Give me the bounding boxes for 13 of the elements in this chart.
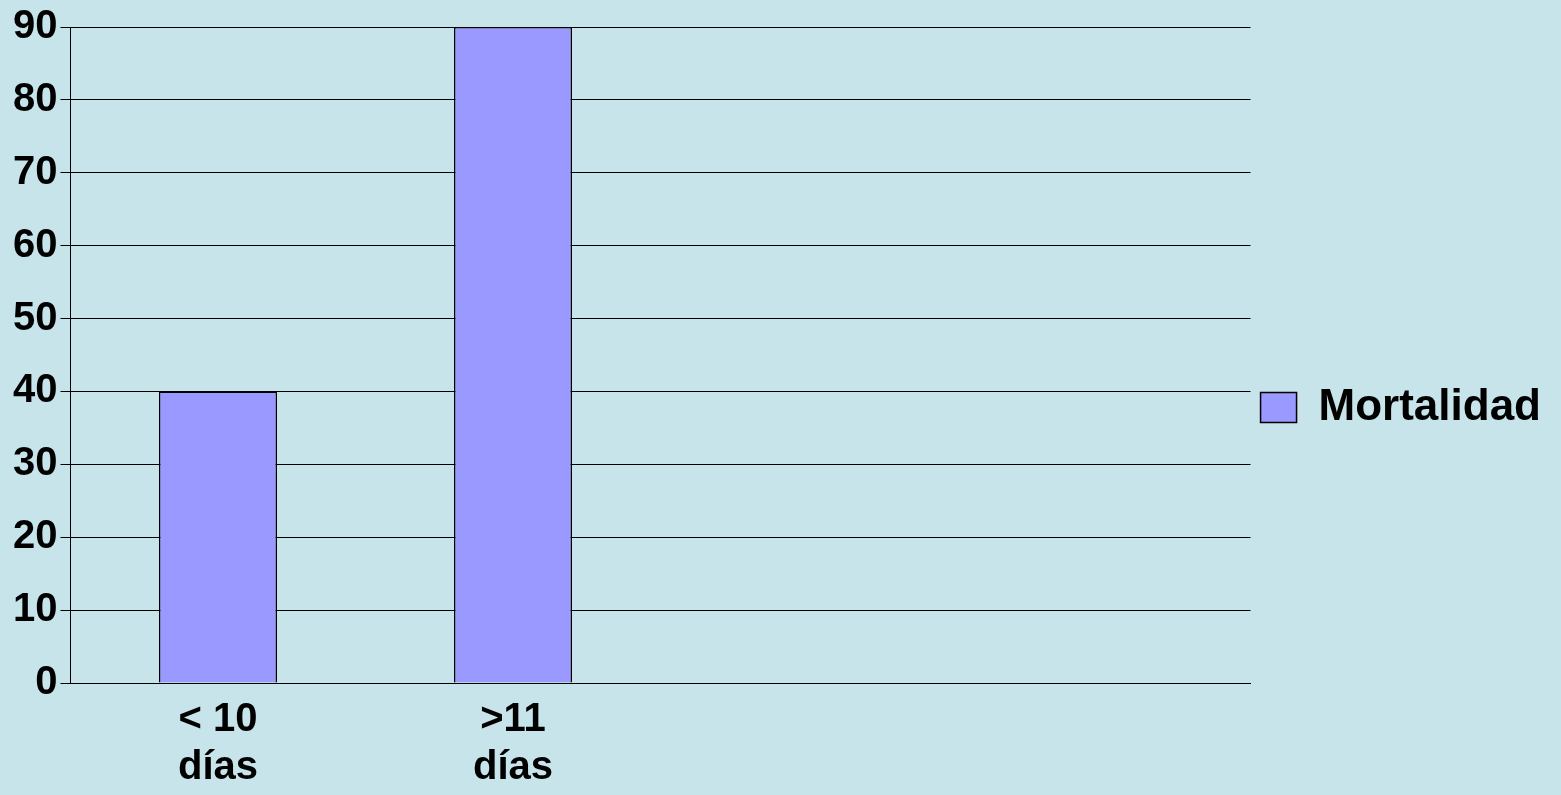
x-tick-label: >11 días [472,695,554,788]
y-tick-label: 90 [12,2,58,47]
y-tick-label: 10 [12,585,58,630]
y-tick-label: 40 [12,366,58,411]
y-tick-label: 70 [12,147,58,192]
y-tick-label: 60 [12,220,58,265]
legend-label: Mortalidad [1318,379,1541,429]
y-tick-label: 20 [12,512,58,557]
y-tick-label: 0 [35,658,58,703]
x-tick-label: < 10 días [177,695,259,788]
y-tick-label: 30 [12,439,58,484]
y-tick-label: 80 [12,74,58,119]
y-tick-label: 50 [12,293,58,338]
